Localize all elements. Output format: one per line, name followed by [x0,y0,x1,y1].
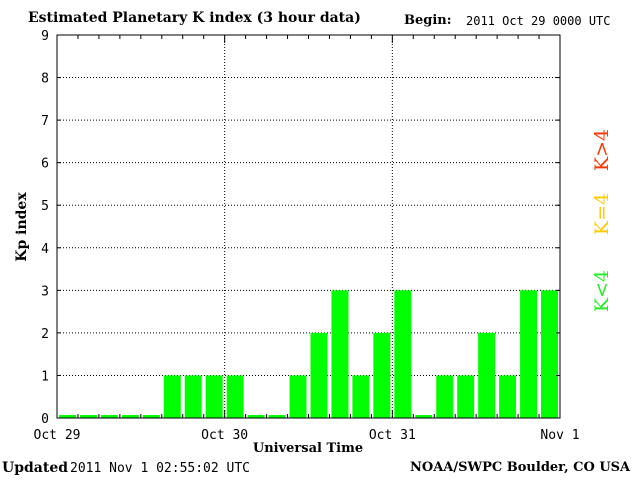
kp-bar [142,415,160,418]
kp-bar [205,375,223,418]
y-tick-label: 7 [41,114,49,129]
kp-bar [541,290,558,418]
updated-timestamp: 2011 Nov 1 02:55:02 UTC [70,461,251,476]
y-tick-label: 6 [41,157,49,172]
kp-bar [415,415,433,418]
y-tick-label: 9 [41,29,49,44]
kp-bar [100,415,118,418]
kp-bar [247,415,265,418]
kp-bar [121,415,139,418]
y-tick-label: 3 [41,284,49,299]
x-ticks: Oct 29 Oct 30 Oct 31 Nov 1 [34,35,580,443]
kp-bar [457,375,475,418]
kp-bar [226,375,244,418]
legend-entry: K>4 [591,129,613,171]
x-tick-label: Nov 1 [540,428,579,443]
grid-lines [57,35,560,418]
chart-title: Estimated Planetary K index (3 hour data… [28,10,361,26]
x-tick-label: Oct 31 [369,428,416,443]
y-ticks: 0 1 2 3 4 5 6 7 8 9 [41,29,560,427]
bars [59,290,558,418]
kp-bar [268,415,286,418]
kp-bar [373,332,391,418]
y-tick-label: 1 [41,369,49,384]
kp-bar [184,375,202,418]
y-tick-label: 2 [41,327,49,342]
kp-bar [478,332,496,418]
kp-bar [331,290,349,418]
source-credit: NOAA/SWPC Boulder, CO USA [410,460,631,475]
x-tick-label: Oct 30 [201,428,248,443]
legend-entry: K<4 [591,270,613,312]
kp-bar [436,375,454,418]
kp-bar [79,415,97,418]
y-axis-label: Kp index [14,192,30,262]
kp-bar [310,332,328,418]
updated-label: Updated [2,460,69,476]
y-tick-label: 4 [41,242,49,257]
x-tick-label: Oct 29 [34,428,81,443]
kp-bar [163,375,181,418]
x-axis-label: Universal Time [253,441,363,456]
kp-bar [289,375,307,418]
kp-bar [520,290,538,418]
y-tick-label: 8 [41,72,49,87]
begin-label: Begin: [404,13,452,28]
y-tick-label: 0 [41,412,49,427]
begin-value: 2011 Oct 29 0000 UTC [466,14,611,28]
legend: K>4 K=4 K<4 [591,129,613,312]
y-tick-label: 5 [41,199,49,214]
kp-bar [352,375,370,418]
kp-bar [59,415,76,418]
kp-bar [394,290,412,418]
kp-bar [499,375,517,418]
legend-entry: K=4 [591,193,613,235]
